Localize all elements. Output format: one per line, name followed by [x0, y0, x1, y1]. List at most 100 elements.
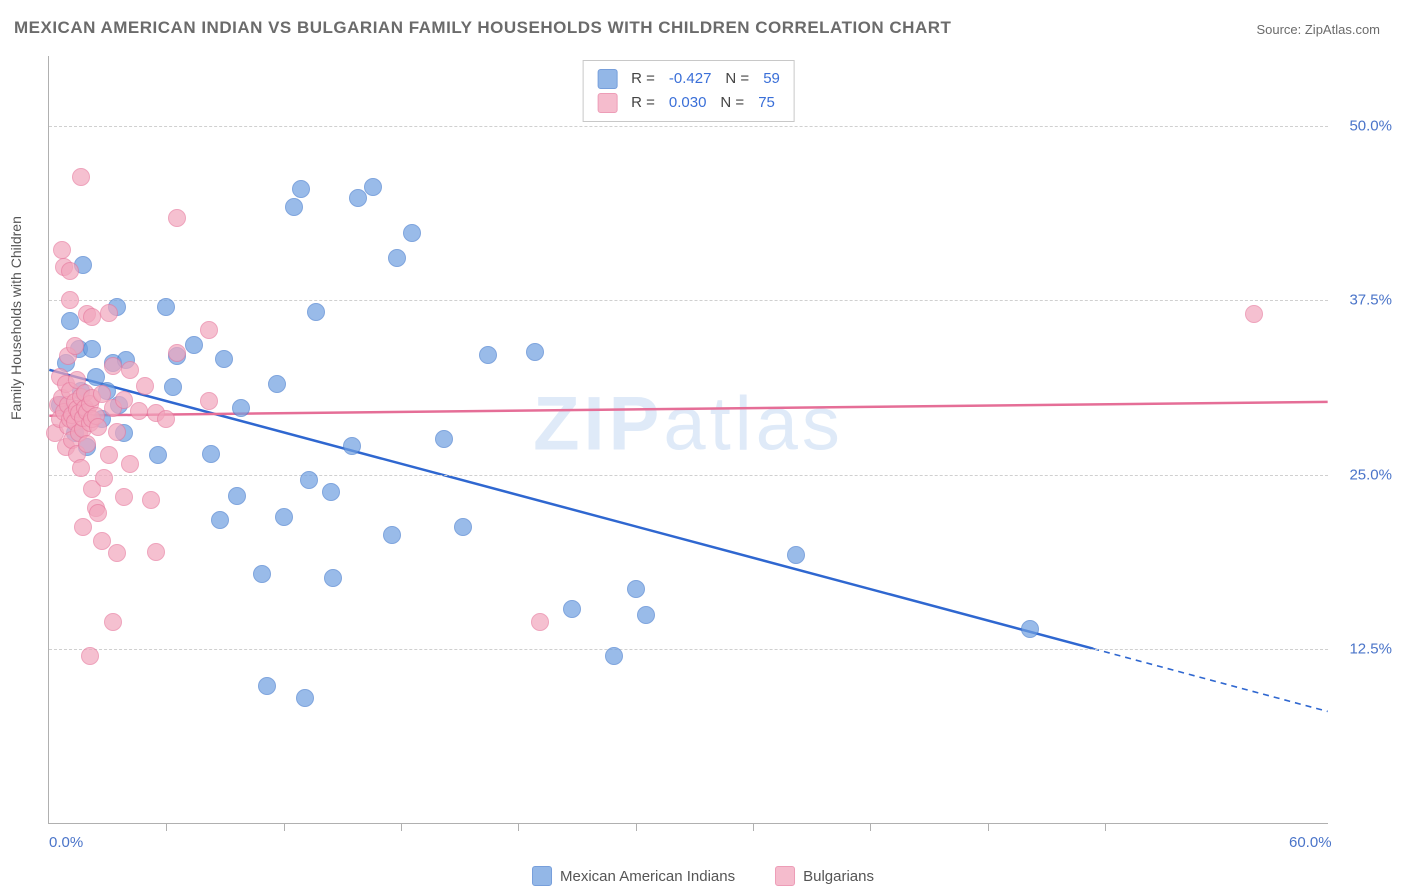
scatter-point — [787, 546, 805, 564]
x-tick — [636, 823, 637, 831]
n-label: N = — [725, 67, 749, 91]
scatter-point — [531, 613, 549, 631]
source-label: Source: ZipAtlas.com — [1256, 22, 1380, 37]
correlation-row: R = 0.030 N = 75 — [597, 91, 780, 115]
scatter-point — [349, 189, 367, 207]
swatch-icon — [597, 93, 617, 113]
scatter-point — [149, 446, 167, 464]
scatter-point — [81, 647, 99, 665]
scatter-point — [322, 483, 340, 501]
grid-line — [49, 649, 1328, 650]
correlation-box: R = -0.427 N = 59 R = 0.030 N = 75 — [582, 60, 795, 122]
scatter-point — [100, 304, 118, 322]
y-tick-label: 12.5% — [1349, 641, 1392, 658]
legend-item: Bulgarians — [775, 866, 874, 886]
scatter-point — [605, 647, 623, 665]
scatter-point — [275, 508, 293, 526]
r-label: R = — [631, 91, 655, 115]
scatter-point — [200, 392, 218, 410]
chart-title: MEXICAN AMERICAN INDIAN VS BULGARIAN FAM… — [14, 18, 951, 38]
scatter-point — [268, 375, 286, 393]
scatter-point — [300, 471, 318, 489]
scatter-point — [61, 291, 79, 309]
x-tick-label: 0.0% — [49, 834, 83, 851]
x-tick — [401, 823, 402, 831]
scatter-point — [563, 600, 581, 618]
scatter-point — [104, 613, 122, 631]
scatter-point — [83, 308, 101, 326]
scatter-point — [61, 312, 79, 330]
n-label: N = — [720, 91, 744, 115]
scatter-point — [168, 209, 186, 227]
scatter-point — [324, 569, 342, 587]
scatter-point — [157, 298, 175, 316]
swatch-icon — [775, 866, 795, 886]
scatter-point — [258, 677, 276, 695]
y-tick-label: 37.5% — [1349, 292, 1392, 309]
x-tick — [753, 823, 754, 831]
scatter-point — [307, 303, 325, 321]
scatter-point — [104, 357, 122, 375]
scatter-point — [292, 180, 310, 198]
x-tick — [988, 823, 989, 831]
scatter-point — [164, 378, 182, 396]
scatter-point — [215, 350, 233, 368]
scatter-point — [343, 437, 361, 455]
x-tick — [1105, 823, 1106, 831]
scatter-point — [100, 446, 118, 464]
regression-lines — [49, 56, 1328, 823]
grid-line — [49, 300, 1328, 301]
legend-label: Bulgarians — [803, 868, 874, 885]
scatter-point — [168, 344, 186, 362]
y-tick-label: 25.0% — [1349, 466, 1392, 483]
scatter-point — [435, 430, 453, 448]
swatch-icon — [597, 69, 617, 89]
scatter-point — [1021, 620, 1039, 638]
x-tick-label: 60.0% — [1289, 834, 1332, 851]
scatter-point — [130, 402, 148, 420]
scatter-point — [479, 346, 497, 364]
scatter-point — [383, 526, 401, 544]
scatter-point — [211, 511, 229, 529]
n-value: 75 — [758, 91, 775, 115]
scatter-point — [1245, 305, 1263, 323]
chart-container: MEXICAN AMERICAN INDIAN VS BULGARIAN FAM… — [0, 0, 1406, 892]
scatter-point — [228, 487, 246, 505]
scatter-point — [89, 418, 107, 436]
scatter-point — [285, 198, 303, 216]
r-value: 0.030 — [669, 91, 707, 115]
scatter-point — [74, 518, 92, 536]
legend-item: Mexican American Indians — [532, 866, 735, 886]
scatter-point — [53, 241, 71, 259]
x-tick — [166, 823, 167, 831]
x-tick — [284, 823, 285, 831]
scatter-point — [157, 410, 175, 428]
scatter-point — [627, 580, 645, 598]
scatter-point — [637, 606, 655, 624]
scatter-point — [142, 491, 160, 509]
scatter-point — [388, 249, 406, 267]
scatter-point — [454, 518, 472, 536]
r-value: -0.427 — [669, 67, 712, 91]
grid-line — [49, 126, 1328, 127]
scatter-point — [95, 469, 113, 487]
scatter-point — [93, 532, 111, 550]
legend-label: Mexican American Indians — [560, 868, 735, 885]
scatter-point — [403, 224, 421, 242]
scatter-point — [121, 361, 139, 379]
r-label: R = — [631, 67, 655, 91]
grid-line — [49, 475, 1328, 476]
x-tick — [870, 823, 871, 831]
scatter-point — [83, 340, 101, 358]
n-value: 59 — [763, 67, 780, 91]
scatter-point — [121, 455, 139, 473]
x-tick — [518, 823, 519, 831]
scatter-point — [66, 337, 84, 355]
scatter-point — [296, 689, 314, 707]
scatter-point — [108, 544, 126, 562]
plot-area: ZIPatlas R = -0.427 N = 59 R = 0.030 N =… — [48, 56, 1328, 824]
scatter-point — [78, 435, 96, 453]
scatter-point — [202, 445, 220, 463]
scatter-point — [526, 343, 544, 361]
scatter-point — [200, 321, 218, 339]
